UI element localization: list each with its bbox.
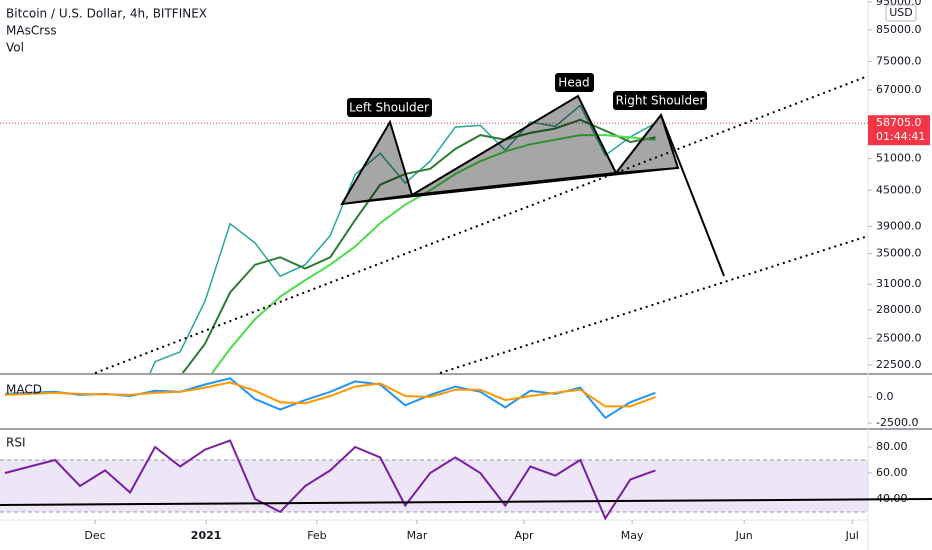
y-tick-label: 95000.0 [876, 0, 922, 8]
drawings: Left Shoulder Head Right Shoulder [0, 73, 932, 506]
projection-line [660, 114, 725, 277]
panel [149, 104, 656, 373]
last-price-label: 58705.0 [876, 116, 922, 129]
panel [0, 439, 868, 520]
head-shape [411, 94, 618, 196]
x-tick-label: May [621, 529, 644, 542]
countdown: 01:44:41 [876, 130, 925, 143]
symbol-title: Bitcoin / U.S. Dollar, 4h, BITFINEX [6, 7, 207, 21]
panel-title: RSI [6, 436, 26, 450]
x-tick-label: 2021 [191, 529, 222, 542]
annotation: Head [558, 76, 589, 90]
series-line [181, 118, 656, 373]
y-tick-label: 22500.0 [876, 358, 922, 371]
left-shoulder-shape [340, 119, 414, 206]
x-tick-label: Mar [407, 529, 428, 542]
annotation: Right Shoulder [616, 94, 705, 108]
y-tick-label: 28000.0 [876, 303, 922, 316]
panel [4, 377, 656, 420]
series-line [4, 439, 656, 520]
currency-box[interactable] [885, 4, 917, 22]
y-tick-label: 80.00 [876, 440, 908, 453]
x-tick-label: Dec [84, 529, 105, 542]
y-tick-label: 60.00 [876, 466, 908, 479]
trend-line [94, 75, 869, 374]
indicator-label: MAsCrss [6, 24, 57, 38]
series-line [4, 381, 656, 408]
rsi-trend-line [0, 498, 932, 506]
x-tick-label: Apr [515, 529, 535, 542]
annotation-box [347, 98, 432, 117]
currency[interactable]: USD [889, 6, 913, 19]
right-shoulder-shape [613, 112, 680, 175]
annotation: Left Shoulder [349, 101, 429, 115]
x-tick-label: Jun [735, 529, 753, 542]
x-tick-label: Feb [307, 529, 326, 542]
y-tick-label: 67000.0 [876, 83, 922, 96]
y-tick-label: 35000.0 [876, 247, 922, 260]
annotation-box [613, 91, 707, 110]
panel-title: MACD [6, 383, 42, 397]
y-tick-label: 0.0 [876, 390, 894, 403]
y-tick-label: 45000.0 [876, 183, 922, 196]
annotation-box [555, 73, 594, 92]
series-line [149, 104, 656, 373]
indicator-label: Vol [6, 41, 24, 55]
y-tick-label: 85000.0 [876, 23, 922, 36]
series-line [4, 377, 656, 420]
y-tick-label: -2500.0 [876, 416, 918, 429]
y-tick-label: 25000.0 [876, 331, 922, 344]
neckline [341, 167, 679, 205]
y-tick-label: 39000.0 [876, 219, 922, 232]
y-tick-label: 51000.0 [876, 152, 922, 165]
y-tick-label: 75000.0 [876, 54, 922, 67]
last-price-box [868, 115, 930, 146]
y-tick-label: 31000.0 [876, 277, 922, 290]
series-line [210, 134, 656, 373]
x-tick-label: Jul [845, 529, 859, 542]
trend-line [439, 235, 869, 374]
